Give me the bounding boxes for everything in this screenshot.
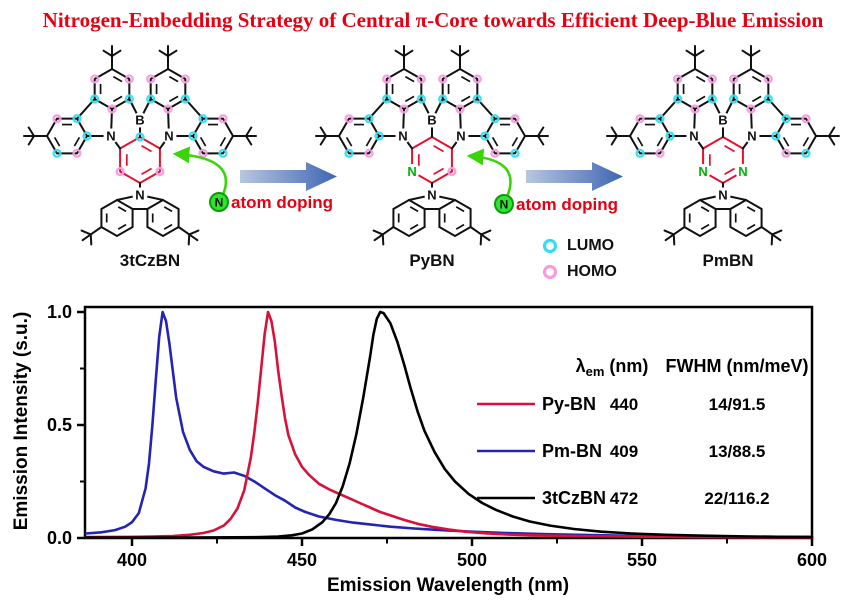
svg-text:N: N xyxy=(718,188,727,203)
svg-text:N: N xyxy=(398,129,407,144)
legend-name: 3tCzBN xyxy=(542,488,606,508)
chart-legend: λem (nm) FWHM (nm/meV) Py-BN 440 14/91.5 Pm-B… xyxy=(477,356,809,508)
n-atom-doping-label-2: atom doping xyxy=(516,195,618,214)
svg-text:B: B xyxy=(135,113,144,128)
n-atom-icon: N xyxy=(494,194,514,214)
molecule-3tczbn: B N N N xyxy=(23,45,257,246)
svg-text:N: N xyxy=(698,164,707,179)
svg-text:N: N xyxy=(689,129,698,144)
x-axis-title: Emission Wavelength (nm) xyxy=(327,575,569,596)
legend-lambda-value: 440 xyxy=(610,395,638,414)
doping-pointer-arrow-icon xyxy=(466,148,512,200)
svg-text:B: B xyxy=(718,113,727,128)
legend-fwhm-value: 13/88.5 xyxy=(709,442,766,461)
homo-legend-label: HOMO xyxy=(567,263,617,280)
reaction-arrow-icon xyxy=(240,162,337,191)
molecule-pmbn: BN NNN N xyxy=(606,45,840,246)
molecule-label-pybn: PyBN xyxy=(409,251,455,270)
n-atom-doping-label-1: atom doping xyxy=(231,193,333,212)
lumo-legend-label: LUMO xyxy=(567,237,615,254)
molecule-label-pmbn: PmBN xyxy=(702,251,754,270)
y-tick-label: 1.0 xyxy=(47,302,72,322)
emission-spectra-chart: 400 450 500 550 600 0.0 0.5 1.0 Emission Wavelen… xyxy=(11,302,827,596)
figure-title: Nitrogen-Embedding Strategy of Central π… xyxy=(42,8,824,32)
x-tick-label: 550 xyxy=(627,550,657,570)
n-atom-icon: N xyxy=(209,192,229,212)
svg-text:N: N xyxy=(215,196,224,210)
svg-text:B: B xyxy=(427,113,436,128)
plot-frame xyxy=(83,305,814,540)
x-tick-label: 500 xyxy=(457,550,487,570)
molecule-label-3tczbn: 3tCzBN xyxy=(119,251,181,270)
y-tick-label: 0.0 xyxy=(47,528,72,548)
legend-fwhm-value: 14/91.5 xyxy=(709,395,766,414)
legend-header-fwhm: FWHM (nm/meV) xyxy=(666,356,809,376)
svg-text:N: N xyxy=(407,164,416,179)
lumo-marker-icon xyxy=(542,238,558,254)
curve-py-bn xyxy=(84,310,814,539)
legend-lambda-value: 409 xyxy=(610,442,638,461)
homo-marker-icon xyxy=(542,264,558,280)
legend-fwhm-value: 22/116.2 xyxy=(704,489,769,508)
legend-header-lambda: λem (nm) xyxy=(576,356,649,379)
curve-pm-bn xyxy=(84,310,814,539)
svg-text:N: N xyxy=(456,129,465,144)
svg-text:N: N xyxy=(427,188,436,203)
svg-text:N: N xyxy=(106,129,115,144)
molecule-pybn: BN NNN xyxy=(315,45,549,246)
x-tick-label: 600 xyxy=(797,550,827,570)
reaction-arrow-icon xyxy=(526,162,623,191)
svg-text:N: N xyxy=(747,129,756,144)
y-axis-title: Emission Intensity (s.u.) xyxy=(11,312,32,531)
legend-lambda-value: 472 xyxy=(610,489,638,508)
doping-pointer-arrow-icon xyxy=(172,146,228,198)
legend-name: Pm-BN xyxy=(542,441,602,461)
legend-name: Py-BN xyxy=(542,394,596,414)
curve-3tczbn xyxy=(84,310,814,539)
svg-text:N: N xyxy=(135,188,144,203)
x-tick-label: 400 xyxy=(117,550,147,570)
svg-text:N: N xyxy=(738,164,747,179)
svg-text:N: N xyxy=(164,129,173,144)
svg-text:N: N xyxy=(500,198,509,212)
y-tick-label: 0.5 xyxy=(47,415,72,435)
x-tick-label: 450 xyxy=(287,550,317,570)
